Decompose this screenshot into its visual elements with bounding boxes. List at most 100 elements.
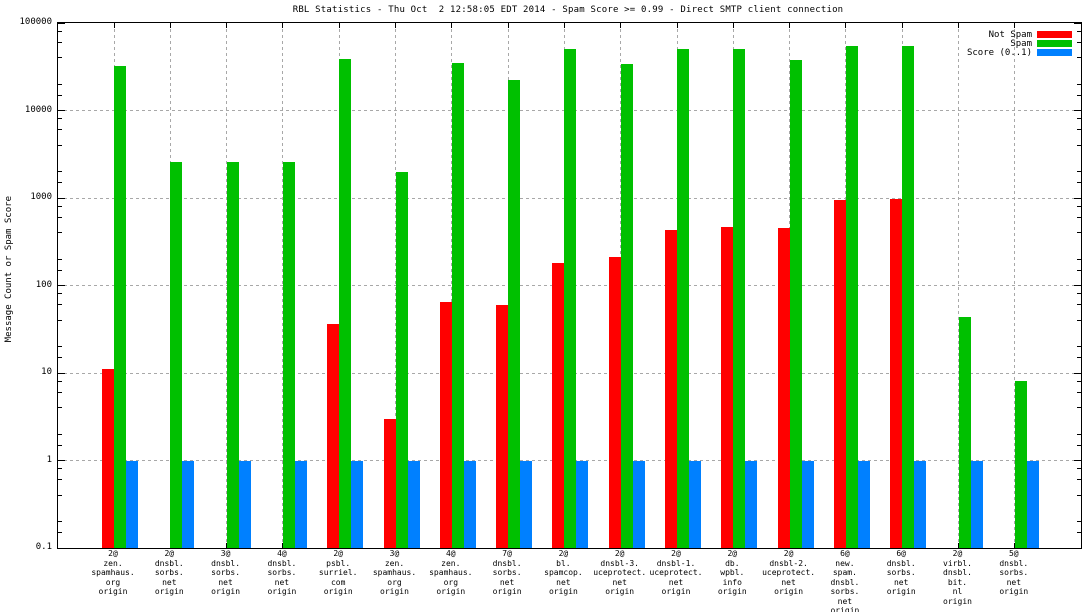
y-minor-tick [1077,304,1081,306]
y-minor-tick [58,30,62,32]
y-minor-tick [58,433,62,435]
x-category-label: 6@ dnsbl. sorbs. net origin [886,549,916,596]
y-minor-tick [58,144,62,146]
chart-title: RBL Statistics - Thu Oct 2 12:58:05 EDT … [292,5,844,15]
y-minor-tick [1077,94,1081,96]
y-tick [1074,197,1081,199]
y-minor-tick [1077,129,1081,131]
y-tick [1074,110,1081,111]
x-category-label: 2@ virbl. dnsbl. bit. nl origin [943,549,972,606]
bar-not-spam [833,199,846,548]
y-minor-tick [58,57,62,59]
y-minor-tick [1077,41,1081,43]
bar-spam [845,46,858,548]
y-minor-tick [1077,171,1081,173]
x-tick [958,23,959,28]
y-minor-tick [58,216,62,218]
bar-not-spam [721,226,734,548]
bar-not-spam [552,263,565,548]
bar-not-spam [608,257,621,548]
x-category-label: 2@ zen. spamhaus. org origin [91,549,135,596]
bar-score-0-1 [970,460,983,548]
bar-score-0-1 [632,460,645,548]
x-tick [676,23,678,28]
y-minor-tick [1077,433,1081,435]
bar-spam [114,66,126,548]
y-minor-tick [58,182,62,184]
y-tick [1074,372,1081,374]
bar-not-spam [665,230,677,548]
x-tick [563,23,565,28]
y-tick-label: 1 [46,454,52,465]
bar-spam [677,48,689,548]
y-minor-tick [58,532,62,534]
bar-not-spam [383,418,396,548]
y-minor-tick [58,129,62,131]
y-minor-tick [1077,258,1081,260]
bar-spam [733,49,746,548]
bar-score-0-1 [238,460,251,548]
bar-spam [902,45,915,548]
y-minor-tick [1077,144,1081,146]
v-gridline [958,23,959,548]
y-tick [58,460,65,461]
v-gridline [1014,23,1016,548]
bar-spam [339,58,352,548]
bar-score-0-1 [126,460,138,548]
x-tick [451,23,453,28]
y-tick [58,372,65,374]
y-minor-tick [1077,182,1081,184]
x-tick [901,23,903,28]
y-minor-tick [58,304,62,306]
bar-spam [1014,381,1027,548]
bar-spam [170,161,183,548]
x-category-label: 4@ zen. spamhaus. org origin [429,549,473,596]
y-minor-tick [1077,521,1081,523]
x-category-label: 2@ dnsbl-3. uceprotect. net origin [593,549,647,596]
bar-score-0-1 [576,460,589,548]
y-tick [58,22,65,24]
legend-label: Spam [1010,38,1032,49]
bar-spam [620,63,633,548]
y-minor-tick [58,346,62,348]
y-minor-tick [58,232,62,234]
bar-not-spam [496,304,509,548]
y-minor-tick [58,41,62,43]
y-minor-tick [58,94,62,96]
x-tick [620,23,622,28]
x-category-label: 2@ dnsbl-2. uceprotect. net origin [762,549,816,596]
y-tick [1074,22,1081,24]
y-minor-tick [1077,232,1081,234]
legend: Not Spam Spam Score (0..1) [967,30,1072,58]
bar-not-spam [777,228,790,548]
x-tick [395,23,396,28]
y-minor-tick [58,258,62,260]
y-tick [1074,285,1081,286]
y-tick [1074,547,1081,549]
y-minor-tick [1077,293,1081,295]
bar-score-0-1 [407,460,420,548]
legend-swatch [1037,49,1072,56]
y-minor-tick [58,407,62,409]
y-minor-tick [1077,30,1081,32]
y-tick-label: 0.1 [35,542,52,552]
bar-not-spam [439,302,452,548]
y-tick-label: 100000 [19,17,52,27]
y-minor-tick [58,269,62,271]
legend-swatch [1037,40,1072,47]
x-tick [507,23,509,28]
x-tick [169,23,171,28]
y-minor-tick [1077,468,1081,470]
y-minor-tick [58,521,62,523]
x-tick [732,23,734,28]
bar-not-spam [890,198,903,548]
y-minor-tick [58,468,62,470]
bar-not-spam [327,324,340,548]
x-category-label: 3@ zen. spamhaus. org origin [372,549,417,596]
y-tick-label: 100 [35,279,52,290]
y-minor-tick [1077,83,1081,85]
y-minor-tick [1077,57,1081,59]
y-tick [58,197,65,199]
bar-score-0-1 [1026,460,1039,548]
y-minor-tick [58,391,62,393]
